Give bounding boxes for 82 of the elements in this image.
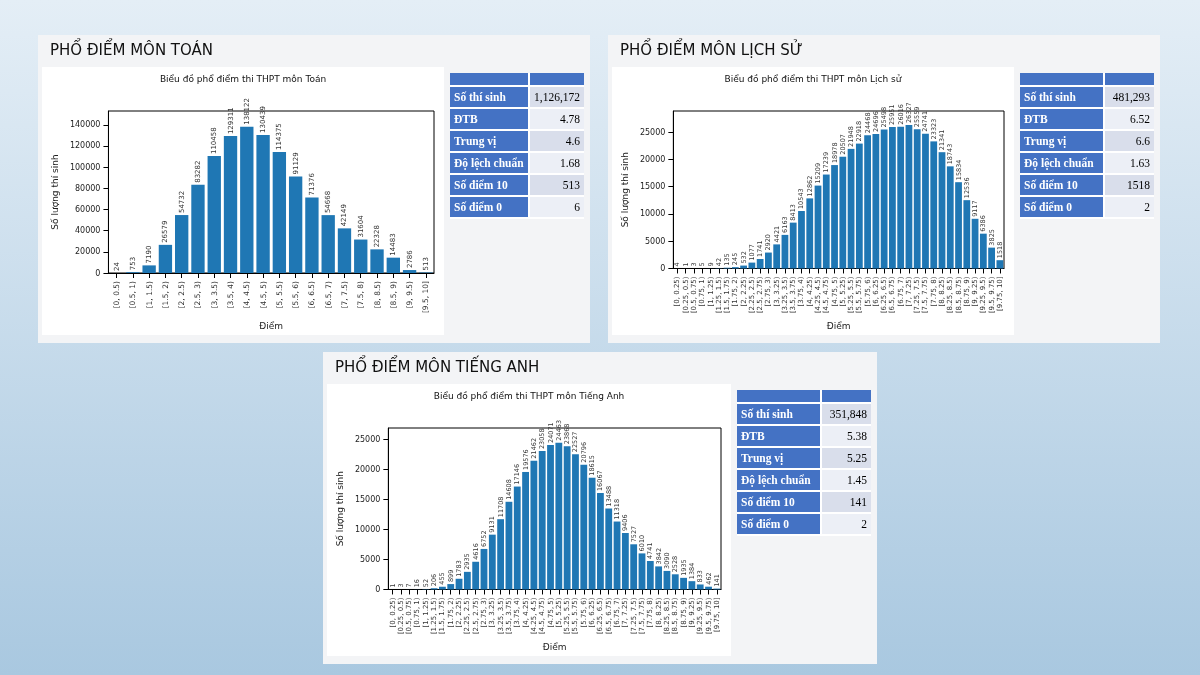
y-tick-label: 140000	[69, 120, 101, 130]
bar	[158, 244, 173, 273]
y-tick-label: 25000	[354, 434, 381, 444]
category-label: Số thí sinh	[737, 403, 822, 425]
y-tick-label: 120000	[69, 141, 101, 151]
y-tick-label: 100000	[69, 162, 101, 172]
category-label: Trung vị	[737, 447, 822, 469]
chart-subtitle: Biểu đồ phổ điểm thi THPT môn Tiếng Anh	[433, 390, 625, 401]
x-axis-title: Điểm	[826, 320, 851, 331]
data-label: 6.52	[1104, 108, 1154, 130]
y-tick-label: 40000	[74, 226, 101, 236]
category-label: ĐTB	[737, 425, 822, 447]
y-tick-label: 20000	[74, 247, 101, 257]
y-axis-title: Số lượng thí sinh	[49, 154, 60, 230]
category-label: Độ lệch chuẩn	[737, 469, 822, 491]
bar	[207, 156, 221, 273]
y-tick-label: 20000	[639, 154, 666, 164]
y-axis-title: Số lượng thí sinh	[619, 152, 630, 228]
data-label: 5.38	[821, 425, 871, 447]
y-tick-label: 10000	[639, 209, 666, 219]
data-label: 1,126,172	[528, 86, 584, 108]
y-tick-label: 15000	[639, 182, 666, 192]
category-label: Số điểm 10	[450, 174, 529, 196]
y-axis-title: Số lượng thí sinh	[334, 471, 345, 547]
bar	[321, 215, 335, 273]
data-label: 6.6	[1104, 130, 1154, 152]
bar	[370, 249, 384, 273]
chart-subtitle: Biểu đồ phổ điểm thi THPT môn Toán	[159, 73, 327, 84]
y-tick-label: 20000	[354, 464, 381, 474]
bar	[337, 228, 352, 273]
y-tick-label: 5000	[359, 554, 381, 564]
data-label: 6	[528, 196, 584, 218]
data-label: 4.78	[528, 108, 584, 130]
category-label: Trung vị	[450, 130, 529, 152]
bar	[142, 265, 156, 273]
category-label: Số điểm 0	[450, 196, 529, 218]
bar	[386, 257, 400, 273]
data-label: 1.45	[821, 469, 871, 491]
bar	[223, 136, 238, 273]
category-label: Độ lệch chuẩn	[1020, 152, 1105, 174]
bar	[354, 239, 368, 273]
bar	[305, 197, 319, 273]
category-label: Độ lệch chuẩn	[450, 152, 529, 174]
bar	[272, 151, 287, 273]
bar	[175, 215, 189, 273]
category-label: ĐTB	[1020, 108, 1105, 130]
data-label: 351,848	[821, 403, 871, 425]
x-axis-title: Điểm	[259, 320, 284, 331]
data-label: 1.63	[1104, 152, 1154, 174]
y-tick-label: 0	[375, 584, 381, 594]
y-tick-label: 60000	[74, 204, 101, 214]
y-tick-label: 0	[95, 268, 101, 278]
bar	[256, 134, 270, 273]
data-label: 5.25	[821, 447, 871, 469]
category-label: Số thí sinh	[450, 86, 529, 108]
category-label: Số điểm 0	[1020, 196, 1105, 218]
y-tick-label: 25000	[639, 127, 666, 137]
y-tick-label: 80000	[74, 183, 101, 193]
category-label: Số điểm 0	[737, 513, 822, 535]
category-label: Trung vị	[1020, 130, 1105, 152]
data-label: 481,293	[1104, 86, 1154, 108]
y-tick-label: 5000	[644, 236, 666, 246]
y-tick-label: 0	[660, 263, 666, 273]
bar	[402, 270, 417, 273]
x-axis-title: Điểm	[542, 641, 567, 652]
y-tick-label: 15000	[354, 494, 381, 504]
data-label: 141	[821, 491, 871, 513]
bar	[288, 176, 303, 273]
bar	[191, 184, 205, 273]
category-label: ĐTB	[450, 108, 529, 130]
data-label: 513	[528, 174, 584, 196]
y-tick-label: 10000	[354, 524, 381, 534]
data-label: 2	[821, 513, 871, 535]
chart-subtitle: Biểu đồ phổ điểm thi THPT môn Lịch sử	[724, 73, 903, 85]
data-label: 2	[1104, 196, 1154, 218]
category-label: Số điểm 10	[737, 491, 822, 513]
data-label: 1518	[1104, 174, 1154, 196]
data-label: 4.6	[528, 130, 584, 152]
category-label: Số điểm 10	[1020, 174, 1105, 196]
category-label: Số thí sinh	[1020, 86, 1105, 108]
data-label: 1.68	[528, 152, 584, 174]
bar	[240, 126, 254, 273]
